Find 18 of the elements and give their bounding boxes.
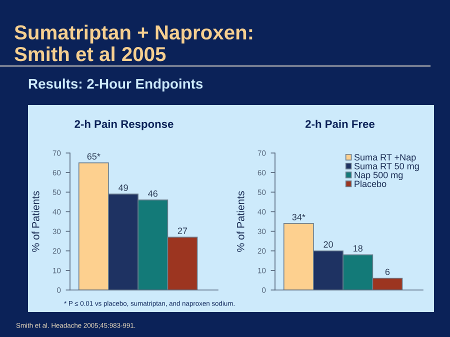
chart-title: 2-h Pain Response bbox=[74, 120, 174, 130]
data-label: 49 bbox=[118, 184, 128, 191]
legend-label: Nap 500 mg bbox=[354, 172, 403, 180]
y-axis-title: % of Patients bbox=[32, 191, 40, 252]
data-label: 65* bbox=[87, 153, 100, 160]
legend-label: Suma RT +Nap bbox=[354, 154, 416, 162]
chart-title: 2-h Pain Free bbox=[306, 120, 375, 128]
data-label: 27 bbox=[178, 228, 188, 234]
y-axis-title: % of Patients bbox=[236, 191, 244, 252]
data-label: 18 bbox=[354, 245, 363, 252]
data-label: 34* bbox=[292, 214, 306, 220]
legend-label: Suma RT 50 mg bbox=[354, 162, 419, 172]
data-label: 20 bbox=[324, 241, 333, 248]
data-label: 6 bbox=[385, 268, 390, 276]
data-label: 46 bbox=[148, 190, 158, 197]
text: Results: 2-Hour Endpoints bbox=[28, 78, 203, 92]
text: Sumatriptan + Naproxen: Smith et al 2005 bbox=[14, 24, 252, 62]
legend-label: Placebo bbox=[354, 180, 386, 188]
